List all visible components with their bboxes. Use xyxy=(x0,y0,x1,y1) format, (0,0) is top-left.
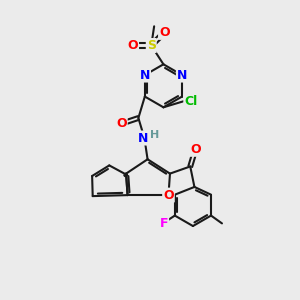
Text: O: O xyxy=(190,143,201,156)
Text: Cl: Cl xyxy=(184,95,197,108)
Text: F: F xyxy=(160,217,168,230)
Text: H: H xyxy=(150,130,160,140)
Text: O: O xyxy=(159,26,170,39)
Text: N: N xyxy=(140,68,150,82)
Text: N: N xyxy=(177,68,187,82)
Text: O: O xyxy=(116,117,127,130)
Text: O: O xyxy=(163,189,174,202)
Text: O: O xyxy=(128,39,138,52)
Text: S: S xyxy=(147,39,156,52)
Text: N: N xyxy=(138,131,148,145)
